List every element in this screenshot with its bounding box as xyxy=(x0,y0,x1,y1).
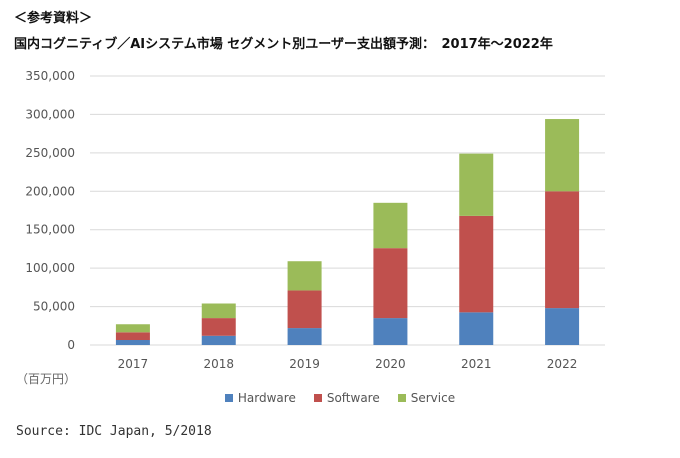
y-tick-label: 200,000 xyxy=(25,184,75,198)
x-tick-label: 2021 xyxy=(461,357,492,371)
bar-software-2020 xyxy=(373,248,408,319)
bar-software-2017 xyxy=(115,332,150,341)
source-note: Source: IDC Japan, 5/2018 xyxy=(16,424,212,439)
bar-hardware-2020 xyxy=(373,318,408,345)
bar-hardware-2019 xyxy=(287,328,322,345)
bar-software-2021 xyxy=(459,215,494,313)
y-tick-label: 50,000 xyxy=(33,300,75,314)
unit-label: （百万円） xyxy=(16,372,77,386)
bar-service-2022 xyxy=(545,119,580,192)
legend-item-hardware: Hardware xyxy=(224,391,296,405)
legend: Hardware Software Service xyxy=(0,391,680,405)
legend-swatch xyxy=(224,394,233,402)
bar-software-2022 xyxy=(545,191,580,309)
bar-hardware-2021 xyxy=(459,312,494,345)
bar-service-2019 xyxy=(287,261,322,291)
y-tick-label: 250,000 xyxy=(25,146,75,160)
x-tick-label: 2020 xyxy=(375,357,406,371)
legend-label: Hardware xyxy=(237,391,296,405)
bar-service-2017 xyxy=(115,324,150,333)
x-tick-label: 2018 xyxy=(203,357,234,371)
y-tick-label: 0 xyxy=(67,338,75,352)
bar-software-2018 xyxy=(201,318,236,336)
bar-software-2019 xyxy=(287,290,322,329)
y-tick-label: 100,000 xyxy=(25,261,75,275)
bar-hardware-2018 xyxy=(201,335,236,345)
legend-label: Software xyxy=(326,391,380,405)
chart-title: 国内コグニティブ／AIシステム市場 セグメント別ユーザー支出額予測： 2017年… xyxy=(14,37,553,52)
bar-service-2020 xyxy=(373,202,408,249)
bar-hardware-2022 xyxy=(545,308,580,345)
x-tick-label: 2019 xyxy=(289,357,320,371)
bar-service-2021 xyxy=(459,153,494,216)
legend-swatch xyxy=(397,394,406,402)
legend-item-software: Software xyxy=(313,391,380,405)
legend-label: Service xyxy=(410,391,456,405)
y-tick-label: 300,000 xyxy=(25,107,75,121)
legend-swatch xyxy=(313,394,322,402)
y-tick-label: 350,000 xyxy=(25,69,75,83)
x-tick-label: 2022 xyxy=(547,357,578,371)
bar-hardware-2017 xyxy=(115,340,150,345)
legend-item-service: Service xyxy=(397,391,456,405)
reference-label: ＜参考資料＞ xyxy=(14,11,93,26)
x-tick-label: 2017 xyxy=(118,357,149,371)
y-tick-label: 150,000 xyxy=(25,223,75,237)
bar-service-2018 xyxy=(201,303,236,319)
